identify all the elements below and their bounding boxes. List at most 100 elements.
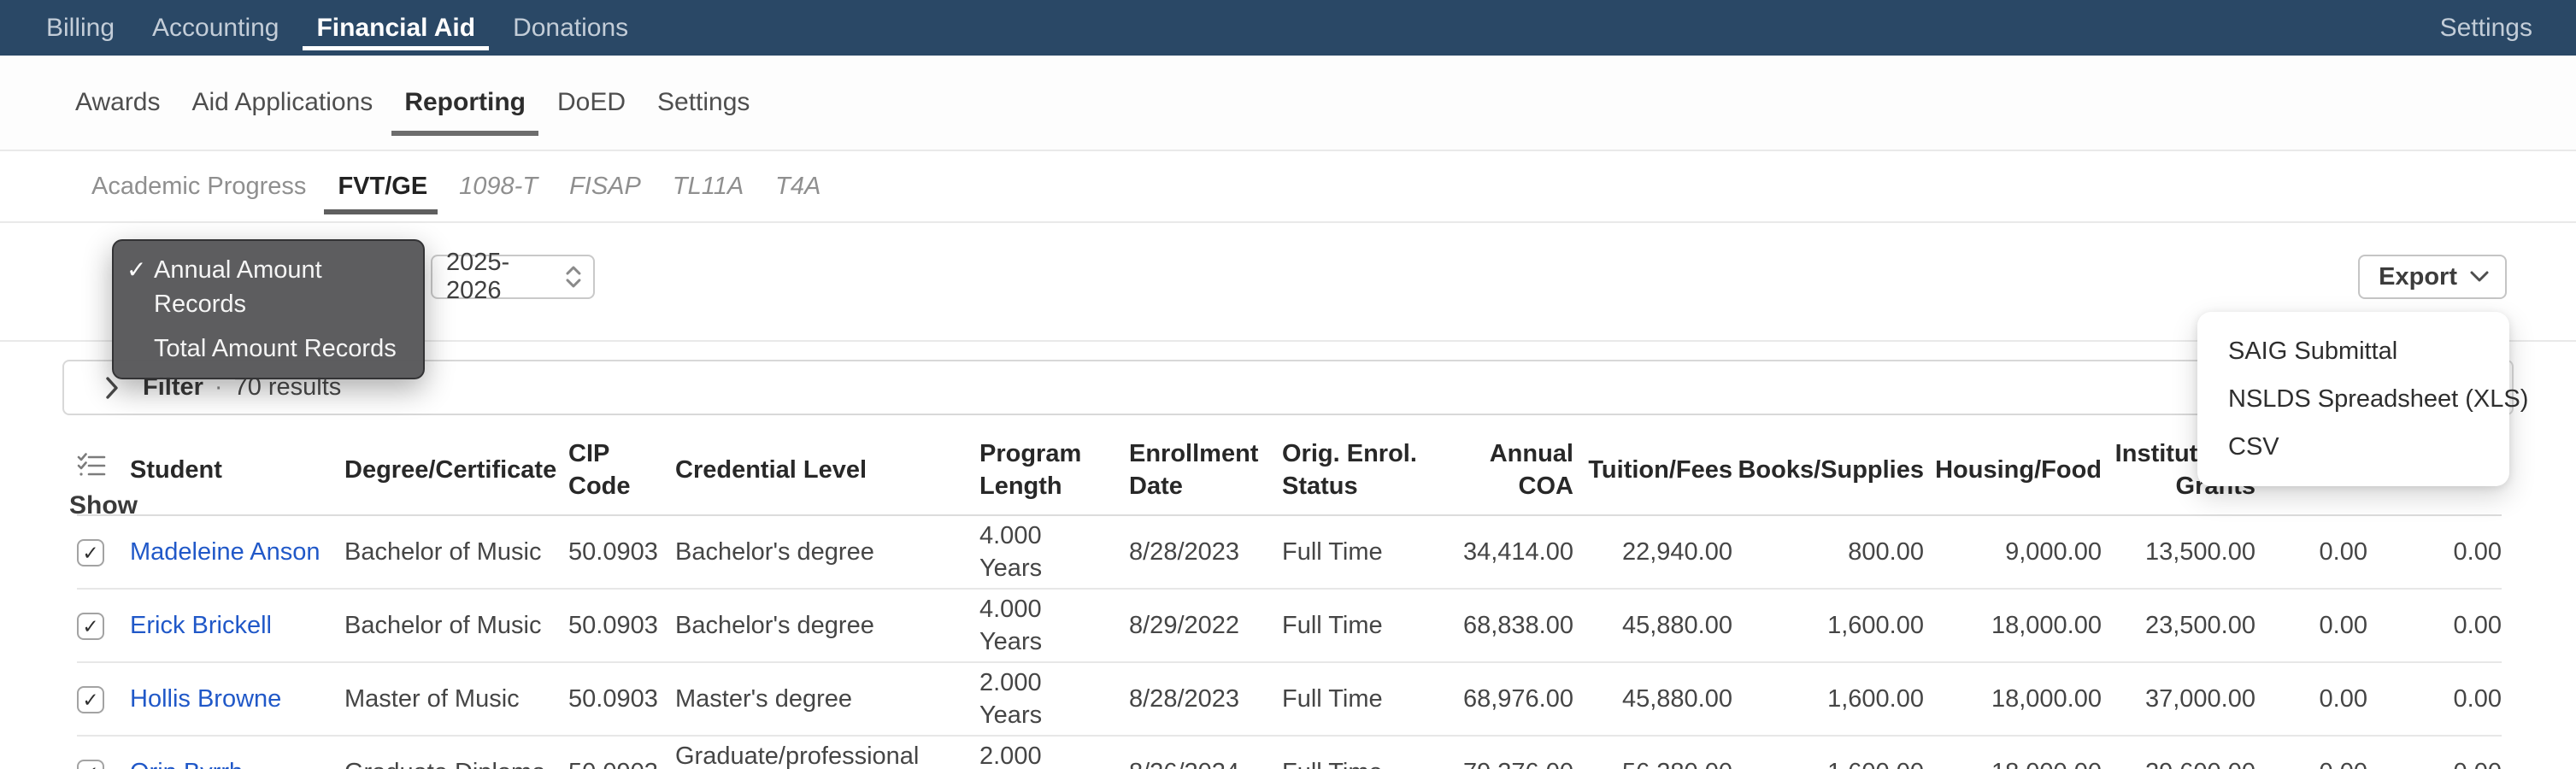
tab-academic-progress[interactable]: Academic Progress bbox=[91, 172, 307, 200]
table-cell: 68,976.00 bbox=[1461, 662, 1573, 737]
export-menu-item-saig-submittal[interactable]: SAIG Submittal bbox=[2228, 338, 2398, 365]
export-button-label: Export bbox=[2379, 262, 2457, 291]
student-link[interactable]: Orin Byrrh bbox=[130, 759, 243, 769]
top-nav-accounting[interactable]: Accounting bbox=[152, 13, 279, 42]
top-nav-settings[interactable]: Settings bbox=[2439, 13, 2532, 42]
section-nav-aid-applications[interactable]: Aid Applications bbox=[191, 88, 373, 116]
report-tabs: Academic Progress FVT/GE 1098-T FISAP TL… bbox=[0, 151, 2576, 223]
export-menu-item-nslds-spreadsheet[interactable]: NSLDS Spreadsheet (XLS) bbox=[2228, 385, 2529, 413]
checkmark-icon: ✓ bbox=[82, 762, 98, 769]
table-cell: 45,880.00 bbox=[1573, 662, 1732, 737]
table-cell: Full Time bbox=[1282, 736, 1461, 769]
column-header-books-supplies[interactable]: Books/Supplies bbox=[1732, 415, 1924, 516]
record-type-menu: ✓ Annual Amount Records Total Amount Rec… bbox=[112, 239, 425, 379]
column-header-degree-certificate[interactable]: Degree/Certificate bbox=[344, 415, 568, 516]
menu-item-total-amount-records[interactable]: Total Amount Records bbox=[114, 326, 423, 371]
table-cell: 79,376.00 bbox=[1461, 736, 1573, 769]
row-checkbox[interactable]: ✓ bbox=[77, 613, 104, 640]
table-cell: 0.00 bbox=[2255, 736, 2367, 769]
table-cell: Bachelor's degree bbox=[675, 589, 979, 663]
menu-item-label: Annual Amount Records bbox=[154, 256, 322, 318]
aid-year-select[interactable]: 2025-2026 bbox=[431, 249, 595, 304]
filter-separator: · bbox=[214, 373, 223, 401]
checkmark-icon: ✓ bbox=[126, 256, 147, 283]
row-checkbox[interactable]: ✓ bbox=[77, 539, 104, 566]
column-header-cip-code[interactable]: CIP Code bbox=[568, 415, 675, 516]
table-cell: 13,500.00 bbox=[2102, 515, 2255, 590]
table-cell: Bachelor of Music bbox=[344, 589, 568, 663]
table-cell: 4.000 Years bbox=[979, 515, 1103, 590]
table-row: ✓ Madeleine Anson Bachelor of Music 50.0903… bbox=[77, 515, 2502, 590]
table-cell: Master's degree bbox=[675, 662, 979, 737]
export-menu: SAIG Submittal NSLDS Spreadsheet (XLS) C… bbox=[2197, 312, 2529, 486]
table-cell: Bachelor's degree bbox=[675, 515, 979, 590]
table-cell: 45,880.00 bbox=[1573, 589, 1732, 663]
tab-tl11a[interactable]: TL11A bbox=[672, 172, 744, 200]
table-cell: 37,000.00 bbox=[2102, 662, 2255, 737]
student-cell: Erick Brickell bbox=[130, 589, 344, 663]
table-row: ✓ Hollis Browne Master of Music 50.0903 Mast… bbox=[77, 662, 2502, 737]
column-header-enrollment-date[interactable]: Enrollment Date bbox=[1103, 415, 1282, 516]
column-header-annual-coa[interactable]: Annual COA bbox=[1461, 415, 1573, 516]
column-header-credential-level[interactable]: Credential Level bbox=[675, 415, 979, 516]
section-nav: Awards Aid Applications Reporting DoED S… bbox=[0, 56, 2576, 151]
tab-fvt-ge[interactable]: FVT/GE bbox=[324, 172, 438, 214]
table-cell: Master of Music bbox=[344, 662, 568, 737]
table-cell: 18,000.00 bbox=[1924, 589, 2102, 663]
table-cell: Full Time bbox=[1282, 515, 1461, 590]
checklist-icon[interactable] bbox=[77, 453, 106, 478]
export-menu-item-csv[interactable]: CSV bbox=[2228, 433, 2279, 461]
checkmark-icon: ✓ bbox=[82, 689, 99, 711]
table-cell: 68,838.00 bbox=[1461, 589, 1573, 663]
fvt-ge-records-table: Student Degree/Certificate CIP Code Cred… bbox=[77, 415, 2502, 769]
table-cell: 9,000.00 bbox=[1924, 515, 2102, 590]
section-nav-reporting[interactable]: Reporting bbox=[391, 88, 538, 136]
table-row: ✓ Erick Brickell Bachelor of Music 50.0903 B… bbox=[77, 589, 2502, 663]
table-cell: Bachelor of Music bbox=[344, 515, 568, 590]
section-nav-doed[interactable]: DoED bbox=[556, 88, 626, 116]
table-cell: 22,940.00 bbox=[1573, 515, 1732, 590]
export-button[interactable]: Export bbox=[2358, 255, 2507, 299]
table-cell: Full Time bbox=[1282, 589, 1461, 663]
tab-1098-t[interactable]: 1098-T bbox=[459, 172, 538, 200]
select-stepper-icon bbox=[566, 266, 581, 288]
section-nav-settings[interactable]: Settings bbox=[657, 88, 750, 116]
table-cell: 1,600.00 bbox=[1732, 662, 1924, 737]
student-link[interactable]: Erick Brickell bbox=[130, 612, 272, 639]
table-cell: 50.0903 bbox=[568, 589, 675, 663]
table-cell: Full Time bbox=[1282, 662, 1461, 737]
header-select-cell bbox=[77, 415, 130, 516]
table-row: ✓ Orin Byrrh Graduate Diploma50.0903Gradua… bbox=[77, 736, 2502, 769]
student-link[interactable]: Hollis Browne bbox=[130, 685, 282, 713]
filter-bar[interactable]: Filter · 70 results bbox=[62, 360, 2514, 415]
table-cell: 18,000.00 bbox=[1924, 662, 2102, 737]
table-header-row: Student Degree/Certificate CIP Code Cred… bbox=[77, 415, 2502, 516]
top-nav-billing[interactable]: Billing bbox=[46, 13, 115, 42]
table-cell: 0.00 bbox=[2367, 662, 2502, 737]
row-checkbox[interactable]: ✓ bbox=[77, 686, 104, 713]
top-nav-financial-aid[interactable]: Financial Aid bbox=[303, 13, 489, 50]
table-cell: 29,600.00 bbox=[2102, 736, 2255, 769]
section-nav-awards[interactable]: Awards bbox=[75, 88, 161, 116]
table-cell: 0.00 bbox=[2255, 515, 2367, 590]
table-cell: 0.00 bbox=[2367, 736, 2502, 769]
tab-fisap[interactable]: FISAP bbox=[569, 172, 641, 200]
column-header-tuition-fees[interactable]: Tuition/Fees bbox=[1573, 415, 1732, 516]
menu-item-annual-amount-records[interactable]: ✓ Annual Amount Records bbox=[114, 248, 423, 326]
table-cell: 50.0903 bbox=[568, 662, 675, 737]
column-header-student[interactable]: Student bbox=[130, 415, 344, 516]
column-header-housing-food[interactable]: Housing/Food bbox=[1924, 415, 2102, 516]
row-checkbox[interactable]: ✓ bbox=[77, 760, 104, 769]
table-cell: 56,280.00 bbox=[1573, 736, 1732, 769]
column-header-orig-enrol-status[interactable]: Orig. Enrol. Status bbox=[1282, 415, 1461, 516]
checkmark-icon: ✓ bbox=[82, 615, 99, 637]
table-cell: Graduate Diploma bbox=[344, 736, 568, 769]
table-cell: 1,600.00 bbox=[1732, 736, 1924, 769]
table-cell: 0.00 bbox=[2255, 589, 2367, 663]
student-link[interactable]: Madeleine Anson bbox=[130, 538, 321, 566]
tab-t4a[interactable]: T4A bbox=[775, 172, 821, 200]
top-nav-donations[interactable]: Donations bbox=[513, 13, 629, 42]
column-header-program-length[interactable]: Program Length bbox=[979, 415, 1103, 516]
table-cell: 1,600.00 bbox=[1732, 589, 1924, 663]
table-cell: 0.00 bbox=[2367, 589, 2502, 663]
